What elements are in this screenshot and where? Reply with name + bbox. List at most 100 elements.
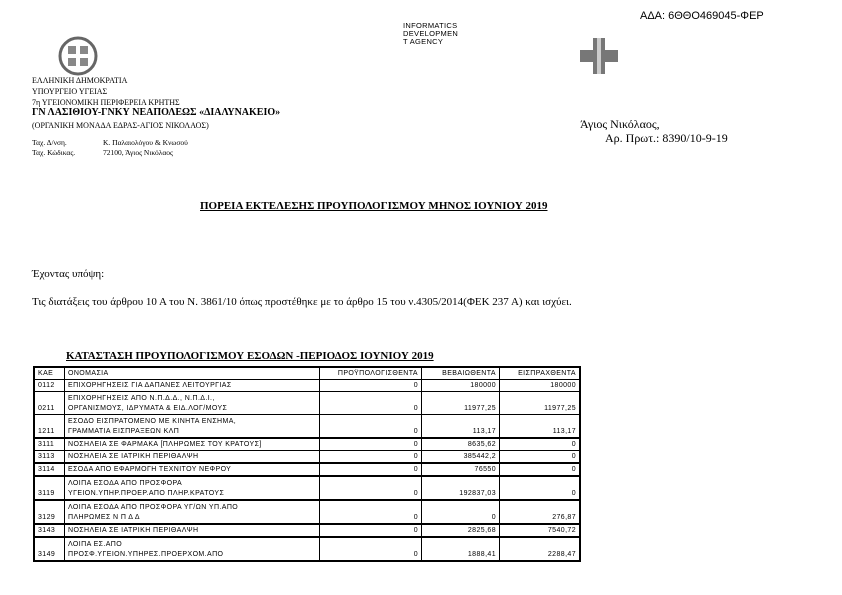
collected-cell: 0 xyxy=(499,450,581,464)
name-line: ΛΟΙΠΑ ΕΣΟΔΑ ΑΠΟ ΠΡΟΣΦΟΡΑ xyxy=(68,480,183,487)
certified-cell: 76550 xyxy=(421,462,500,477)
name-cell: ΝΟΣΗΛΕΙΑ ΣΕ ΦΑΡΜΑΚΑ [ΠΛΗΡΩΜΕΣ ΤΟΥ ΚΡΑΤΟΥ… xyxy=(64,437,320,451)
paragraph-text: Τις διατάξεις του άρθρου 10 Α του Ν. 386… xyxy=(32,296,572,308)
certified-cell: 0 xyxy=(421,499,500,525)
column-header: ΟΝΟΜΑΣΙΑ xyxy=(64,366,320,380)
kae-cell: 3111 xyxy=(33,437,65,451)
address-value: Κ. Παλαιολόγου & Κνωσού xyxy=(103,138,188,147)
table-row: 0112 ΕΠΙΧΟΡΗΓΗΣΕΙΣ ΓΙΑ ΔΑΠΑΝΕΣ ΛΕΙΤΟΥΡΓΙΑ… xyxy=(33,379,581,392)
greek-emblem-icon xyxy=(58,36,98,76)
table-row: 3113 ΝΟΣΗΛΕΙΑ ΣΕ ΙΑΤΡΙΚΗ ΠΕΡΙΘΑΛΨΗ 0 385442… xyxy=(33,450,581,464)
name-line: ΕΣΟΔΑ ΑΠΟ ΕΦΑΡΜΟΓΗ ΤΕΧΝΙΤΟΥ ΝΕΦΡΟΥ xyxy=(68,466,232,473)
table-header-row: ΚΑΕ ΟΝΟΜΑΣΙΑ ΠΡΟΫΠΟΛΟΓΙΣΘΕΝΤΑ ΒΕΒΑΙΩΘΕΝΤ… xyxy=(33,366,581,380)
table-row: 3143 ΝΟΣΗΛΕΙΑ ΣΕ ΙΑΤΡΙΚΗ ΠΕΡΙΘΑΛΨΗ 0 2825,6… xyxy=(33,523,581,538)
budget-cell: 0 xyxy=(319,523,422,538)
collected-cell: 0 xyxy=(499,462,581,477)
name-cell: ΕΠΙΧΟΡΗΓΗΣΕΙΣ ΑΠΟ Ν.Π.Δ.Δ., Ν.Π.Δ.Ι., ΟΡΓ… xyxy=(64,391,320,415)
budget-cell: 0 xyxy=(319,414,422,439)
budget-cell: 0 xyxy=(319,437,422,451)
name-cell: ΛΟΙΠΑ ΕΣΟΔΑ ΑΠΟ ΠΡΟΣΦΟΡΑ ΥΓ/ΩΝ ΥΠ.ΑΠΟ ΠΛΗ… xyxy=(64,499,320,525)
column-header: ΠΡΟΫΠΟΛΟΓΙΣΘΕΝΤΑ xyxy=(319,366,422,380)
watermark-line: INFORMATICS xyxy=(403,21,458,30)
collected-cell: 276,87 xyxy=(499,499,581,525)
budget-cell: 0 xyxy=(319,391,422,415)
collected-cell: 0 xyxy=(499,437,581,451)
name-line: ΕΠΙΧΟΡΗΓΗΣΕΙΣ ΑΠΟ Ν.Π.Δ.Δ., Ν.Π.Δ.Ι., xyxy=(68,395,215,402)
intro-text: Έχοντας υπόψη: xyxy=(32,268,105,280)
name-line: ΛΟΙΠΑ ΕΣΟΔΑ ΑΠΟ ΠΡΟΣΦΟΡΑ ΥΓ/ΩΝ ΥΠ.ΑΠΟ xyxy=(68,504,239,511)
certified-cell: 385442,2 xyxy=(421,450,500,464)
certified-cell: 192837,03 xyxy=(421,475,500,501)
kae-cell: 1211 xyxy=(33,414,65,439)
protocol-number: Αρ. Πρωτ.: 8390/10-9-19 xyxy=(605,131,728,145)
name-line: ΝΟΣΗΛΕΙΑ ΣΕ ΦΑΡΜΑΚΑ [ΠΛΗΡΩΜΕΣ ΤΟΥ ΚΡΑΤΟΥ… xyxy=(68,441,262,448)
budget-cell: 0 xyxy=(319,536,422,562)
table-row: 3119 ΛΟΙΠΑ ΕΣΟΔΑ ΑΠΟ ΠΡΟΣΦΟΡΑ ΥΓΕΙΟΝ.ΥΠΗΡ.… xyxy=(33,475,581,501)
budget-cell: 0 xyxy=(319,379,422,392)
table-title: ΚΑΤΑΣΤΑΣΗ ΠΡΟΥΠΟΛΟΓΙΣΜΟΥ ΕΣΟΔΩΝ -ΠΕΡΙΟΔΟ… xyxy=(66,350,434,362)
header-line: ΕΛΛΗΝΙΚΗ ΔΗΜΟΚΡΑΤΙΑ xyxy=(32,76,128,85)
name-line: ΛΟΙΠΑ ΕΣ.ΑΠΟ xyxy=(68,541,123,548)
name-cell: ΛΟΙΠΑ ΕΣ.ΑΠΟ ΠΡΟΣΦ.ΥΓΕΙΟΝ.ΥΠΗΡΕΣ.ΠΡΟΕΡΧΟΜ… xyxy=(64,536,320,562)
watermark-line: DEVELOPMEN xyxy=(403,29,459,38)
kae-cell: 3149 xyxy=(33,536,65,562)
certified-cell: 1888,41 xyxy=(421,536,500,562)
watermark-line: T AGENCY xyxy=(403,37,444,46)
table-row: 3129 ΛΟΙΠΑ ΕΣΟΔΑ ΑΠΟ ΠΡΟΣΦΟΡΑ ΥΓ/ΩΝ ΥΠ.ΑΠ… xyxy=(33,499,581,525)
kae-cell: 0211 xyxy=(33,391,65,415)
certified-cell: 113,17 xyxy=(421,414,500,439)
watermark-text: INFORMATICS DEVELOPMEN T AGENCY xyxy=(403,22,458,46)
table-row: 0211 ΕΠΙΧΟΡΗΓΗΣΕΙΣ ΑΠΟ Ν.Π.Δ.Δ., Ν.Π.Δ.Ι.… xyxy=(33,391,581,415)
table-row: 1211 ΕΣΟΔΟ ΕΙΣΠΡΑΤΟΜΕΝΟ ΜΕ ΚΙΝΗΤΑ ΕΝΣΗΜΑ,… xyxy=(33,414,581,439)
column-header: ΕΙΣΠΡΑΧΘΕΝΤΑ xyxy=(499,366,581,380)
name-line: ΟΡΓΑΝΙΣΜΟΥΣ, ΙΔΡΥΜΑΤΑ & ΕΙΔ.ΛΟΓ/ΜΟΥΣ xyxy=(68,405,228,412)
hospital-name: ΓΝ ΛΑΣΙΘΙΟΥ-ΓΝΚΥ ΝΕΑΠΟΛΕΩΣ «ΔΙΑΛΥΝΑΚΕΙΟ» xyxy=(32,107,281,118)
place: Άγιος Νικόλαος, xyxy=(580,117,660,131)
zip-label: Ταχ. Κώδικας. xyxy=(32,148,76,157)
collected-cell: 113,17 xyxy=(499,414,581,439)
header-line: ΥΠΟΥΡΓΕΙΟ ΥΓΕΙΑΣ xyxy=(32,87,108,96)
name-line: ΠΛΗΡΩΜΕΣ Ν Π Δ Δ xyxy=(68,514,140,521)
kae-cell: 3114 xyxy=(33,462,65,477)
collected-cell: 11977,25 xyxy=(499,391,581,415)
name-line: ΕΣΟΔΟ ΕΙΣΠΡΑΤΟΜΕΝΟ ΜΕ ΚΙΝΗΤΑ ΕΝΣΗΜΑ, xyxy=(68,418,237,425)
column-header: ΚΑΕ xyxy=(33,366,65,380)
collected-cell: 2288,47 xyxy=(499,536,581,562)
name-line: ΝΟΣΗΛΕΙΑ ΣΕ ΙΑΤΡΙΚΗ ΠΕΡΙΘΑΛΨΗ xyxy=(68,527,199,534)
budget-cell: 0 xyxy=(319,450,422,464)
name-cell: ΕΣΟΔΟ ΕΙΣΠΡΑΤΟΜΕΝΟ ΜΕ ΚΙΝΗΤΑ ΕΝΣΗΜΑ, ΓΡΑΜ… xyxy=(64,414,320,439)
revenue-table: ΚΑΕ ΟΝΟΜΑΣΙΑ ΠΡΟΫΠΟΛΟΓΙΣΘΕΝΤΑ ΒΕΒΑΙΩΘΕΝΤ… xyxy=(33,366,581,562)
kae-cell: 3129 xyxy=(33,499,65,525)
unit-name: (ΟΡΓΑΝΙΚΗ ΜΟΝΑΔΑ ΕΔΡΑΣ-ΑΓΙΟΣ ΝΙΚΟΛΑΟΣ) xyxy=(32,121,209,130)
table-row: 3111 ΝΟΣΗΛΕΙΑ ΣΕ ΦΑΡΜΑΚΑ [ΠΛΗΡΩΜΕΣ ΤΟΥ ΚΡ… xyxy=(33,437,581,451)
zip-value: 72100, Άγιος Νικόλαος xyxy=(103,148,173,157)
name-line: ΕΠΙΧΟΡΗΓΗΣΕΙΣ ΓΙΑ ΔΑΠΑΝΕΣ ΛΕΙΤΟΥΡΓΙΑΣ xyxy=(68,382,232,389)
name-cell: ΛΟΙΠΑ ΕΣΟΔΑ ΑΠΟ ΠΡΟΣΦΟΡΑ ΥΓΕΙΟΝ.ΥΠΗΡ.ΠΡΟΕ… xyxy=(64,475,320,501)
name-line: ΥΓΕΙΟΝ.ΥΠΗΡ.ΠΡΟΕΡ.ΑΠΟ ΠΛΗΡ.ΚΡΑΤΟΥΣ xyxy=(68,490,225,497)
collected-cell: 7540,72 xyxy=(499,523,581,538)
name-cell: ΕΣΟΔΑ ΑΠΟ ΕΦΑΡΜΟΓΗ ΤΕΧΝΙΤΟΥ ΝΕΦΡΟΥ xyxy=(64,462,320,477)
medical-cross-icon xyxy=(580,38,618,74)
table-row: 3114 ΕΣΟΔΑ ΑΠΟ ΕΦΑΡΜΟΓΗ ΤΕΧΝΙΤΟΥ ΝΕΦΡΟΥ 0 7… xyxy=(33,462,581,477)
kae-cell: 0112 xyxy=(33,379,65,392)
budget-cell: 0 xyxy=(319,475,422,501)
name-line: ΠΡΟΣΦ.ΥΓΕΙΟΝ.ΥΠΗΡΕΣ.ΠΡΟΕΡΧΟΜ.ΑΠΟ xyxy=(68,551,224,558)
ada-number: ΑΔΑ: 6ΘΘΟ469045-ΦΕΡ xyxy=(640,10,764,22)
certified-cell: 8635,62 xyxy=(421,437,500,451)
budget-cell: 0 xyxy=(319,462,422,477)
kae-cell: 3113 xyxy=(33,450,65,464)
kae-cell: 3119 xyxy=(33,475,65,501)
name-cell: ΝΟΣΗΛΕΙΑ ΣΕ ΙΑΤΡΙΚΗ ΠΕΡΙΘΑΛΨΗ xyxy=(64,523,320,538)
kae-cell: 3143 xyxy=(33,523,65,538)
name-line: ΓΡΑΜΜΑΤΙΑ ΕΙΣΠΡΑΞΕΩΝ ΚΛΠ xyxy=(68,428,180,435)
collected-cell: 180000 xyxy=(499,379,581,392)
header-line: 7η ΥΓΕΙΟΝΟΜΙΚΗ ΠΕΡΙΦΕΡΕΙΑ ΚΡΗΤΗΣ xyxy=(32,98,180,107)
certified-cell: 2825,68 xyxy=(421,523,500,538)
budget-cell: 0 xyxy=(319,499,422,525)
name-cell: ΕΠΙΧΟΡΗΓΗΣΕΙΣ ΓΙΑ ΔΑΠΑΝΕΣ ΛΕΙΤΟΥΡΓΙΑΣ xyxy=(64,379,320,392)
table-row: 3149 ΛΟΙΠΑ ΕΣ.ΑΠΟ ΠΡΟΣΦ.ΥΓΕΙΟΝ.ΥΠΗΡΕΣ.ΠΡΟΕ… xyxy=(33,536,581,562)
certified-cell: 180000 xyxy=(421,379,500,392)
collected-cell: 0 xyxy=(499,475,581,501)
name-cell: ΝΟΣΗΛΕΙΑ ΣΕ ΙΑΤΡΙΚΗ ΠΕΡΙΘΑΛΨΗ xyxy=(64,450,320,464)
name-line: ΝΟΣΗΛΕΙΑ ΣΕ ΙΑΤΡΙΚΗ ΠΕΡΙΘΑΛΨΗ xyxy=(68,453,199,460)
